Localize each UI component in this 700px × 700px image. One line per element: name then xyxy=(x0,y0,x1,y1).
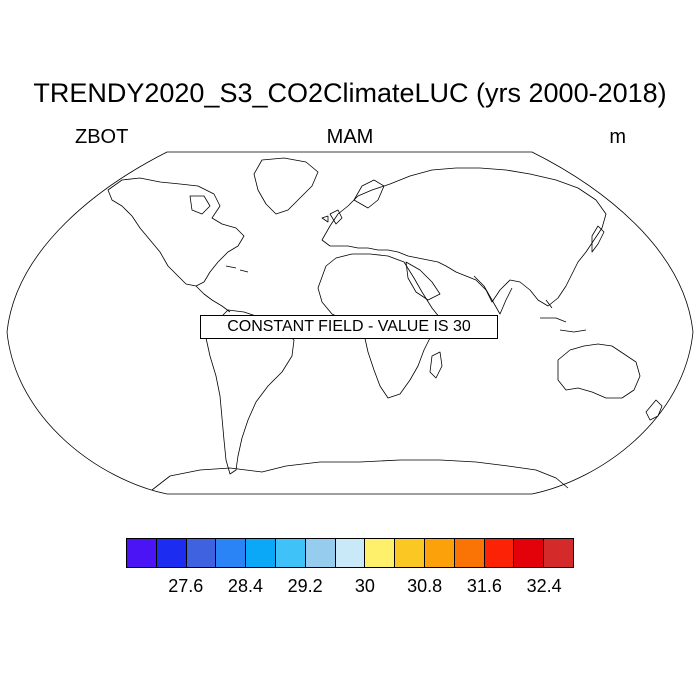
colorbar-swatch xyxy=(216,539,247,567)
central-america-coastline xyxy=(195,285,231,313)
constant-field-notice: CONSTANT FIELD - VALUE IS 30 xyxy=(200,315,498,339)
colorbar-swatch xyxy=(305,539,336,567)
greenland-coastline xyxy=(253,157,319,215)
colorbar-swatch xyxy=(514,539,545,567)
season-label: MAM xyxy=(326,126,374,148)
madagascar xyxy=(429,351,443,379)
colorbar-swatch xyxy=(424,539,455,567)
colorbar-swatch xyxy=(335,539,366,567)
hudson-bay xyxy=(189,195,211,215)
colorbar-swatch xyxy=(454,539,485,567)
colorbar-swatch xyxy=(365,539,396,567)
eurasia-coastline xyxy=(321,167,607,307)
india-coastline xyxy=(473,275,513,315)
colorbar-swatch xyxy=(186,539,217,567)
colorbar-tick-label: 30 xyxy=(354,576,375,596)
colorbar-swatch xyxy=(395,539,425,567)
new-zealand xyxy=(645,399,663,421)
north-america-coastline xyxy=(107,177,245,287)
colorbar-tick-label: 27.6 xyxy=(168,576,204,596)
colorbar-swatch xyxy=(484,539,515,567)
plot-title: TRENDY2020_S3_CO2ClimateLUC (yrs 2000-20… xyxy=(33,78,667,108)
colorbar xyxy=(126,538,574,568)
colorbar-tick-label: 32.4 xyxy=(526,576,562,596)
scandinavia-coastline xyxy=(353,179,385,209)
antarctica-coastline xyxy=(151,459,569,491)
variable-label: ZBOT xyxy=(75,126,129,148)
units-label: m xyxy=(609,126,626,148)
british-isles xyxy=(321,209,343,225)
colorbar-tick-label: 30.8 xyxy=(407,576,443,596)
caribbean-islands xyxy=(225,265,249,273)
colorbar-swatch xyxy=(544,539,573,567)
colorbar-swatch xyxy=(275,539,306,567)
japan-islands xyxy=(591,225,605,253)
colorbar-tick-label: 29.2 xyxy=(287,576,323,596)
australia-coastline xyxy=(557,343,641,399)
southeast-asia-islands xyxy=(540,299,587,333)
colorbar-swatch xyxy=(156,539,187,567)
colorbar-swatch xyxy=(127,539,157,567)
arabian-peninsula xyxy=(405,261,441,301)
colorbar-tick-label: 31.6 xyxy=(466,576,502,596)
colorbar-swatch xyxy=(246,539,276,567)
colorbar-tick-label: 28.4 xyxy=(227,576,263,596)
